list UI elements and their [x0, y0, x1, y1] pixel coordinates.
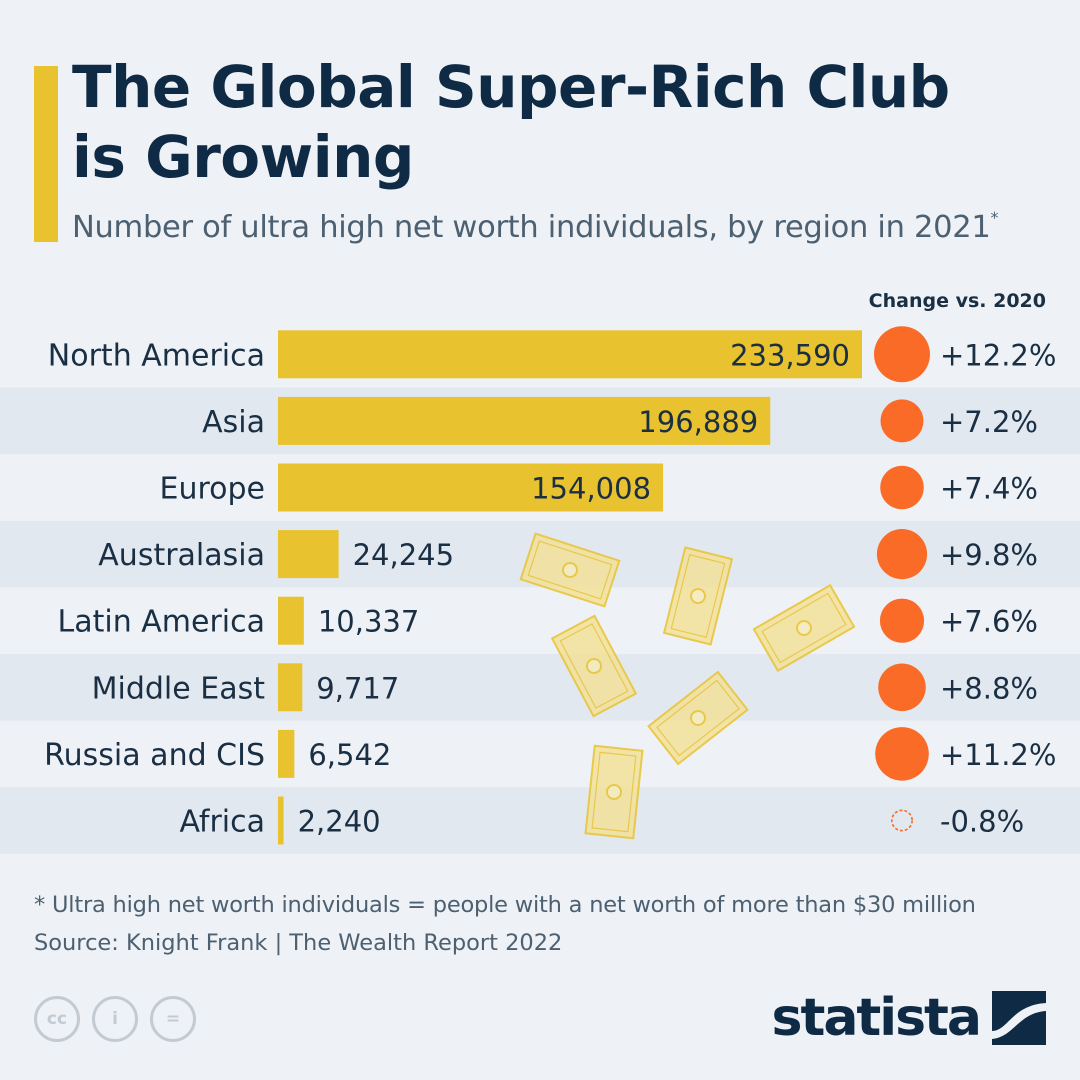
row-band: [0, 787, 1080, 854]
bar: [278, 663, 303, 712]
category-label: Australasia: [98, 538, 265, 573]
chart-subtitle: Number of ultra high net worth individua…: [72, 208, 998, 245]
bar-value-label: 2,240: [298, 805, 381, 839]
change-label: +12.2%: [940, 338, 1056, 372]
bar-value-label: 233,590: [730, 338, 850, 372]
change-label: -0.8%: [940, 805, 1024, 839]
change-label: +9.8%: [940, 538, 1038, 572]
subtitle-footnote-mark: *: [990, 208, 999, 227]
banknote-icon: [662, 546, 734, 646]
banknote-icon: [647, 670, 749, 766]
category-label: Asia: [202, 405, 265, 440]
category-label: Africa: [179, 805, 265, 840]
change-circle-negative: [891, 809, 913, 832]
change-circle: [879, 598, 925, 643]
bar-value-label: 9,717: [316, 671, 399, 705]
change-circle: [880, 399, 924, 443]
change-label: +7.6%: [940, 605, 1038, 639]
change-label: +7.2%: [940, 405, 1038, 439]
change-circle: [876, 529, 928, 580]
category-label: Middle East: [92, 671, 266, 706]
banknote-icon: [584, 744, 644, 840]
creative-commons-icon[interactable]: cc: [34, 996, 80, 1042]
title-line-1: The Global Super-Rich Club: [72, 53, 950, 121]
change-circle: [875, 727, 929, 781]
category-label: Russia and CIS: [44, 738, 265, 773]
change-label: +7.4%: [940, 472, 1038, 506]
subtitle-text: Number of ultra high net worth individua…: [72, 210, 991, 245]
title-line-2: is Growing: [72, 123, 414, 191]
banknote-icon: [550, 614, 638, 718]
source-note: Source: Knight Frank | The Wealth Report…: [34, 930, 563, 956]
statista-logo-icon: [992, 991, 1046, 1045]
chart-title: The Global Super-Rich Club is Growing: [72, 52, 1062, 192]
bar: [278, 596, 304, 645]
banknote-icon: [519, 532, 621, 608]
bar: [278, 330, 862, 379]
change-circle: [874, 326, 930, 383]
bar-value-label: 6,542: [308, 738, 391, 772]
bar-value-label: 154,008: [531, 472, 651, 506]
bar: [278, 729, 295, 778]
change-circle: [880, 465, 924, 510]
change-label: +8.8%: [940, 671, 1038, 705]
bar: [278, 396, 771, 445]
bar: [278, 463, 664, 512]
banknote-icon: [752, 583, 856, 673]
category-label: Europe: [160, 472, 266, 507]
change-label: +11.2%: [940, 738, 1056, 772]
category-label: North America: [48, 338, 265, 373]
bar: [278, 530, 339, 579]
category-label: Latin America: [58, 605, 266, 640]
bar: [278, 796, 284, 845]
no-derivatives-icon[interactable]: =: [150, 996, 196, 1042]
bar-value-label: 196,889: [638, 405, 758, 439]
footnote: * Ultra high net worth individuals = peo…: [34, 892, 976, 918]
bar-value-label: 24,245: [353, 538, 454, 572]
bar-value-label: 10,337: [318, 605, 419, 639]
license-icons: cc i =: [34, 996, 196, 1042]
attribution-icon[interactable]: i: [92, 996, 138, 1042]
statista-brand[interactable]: statista: [772, 986, 1046, 1050]
change-circle: [878, 663, 926, 712]
brand-name: statista: [771, 988, 982, 1048]
change-column-header: Change vs. 2020: [868, 290, 1046, 312]
title-accent-bar: [34, 66, 58, 242]
